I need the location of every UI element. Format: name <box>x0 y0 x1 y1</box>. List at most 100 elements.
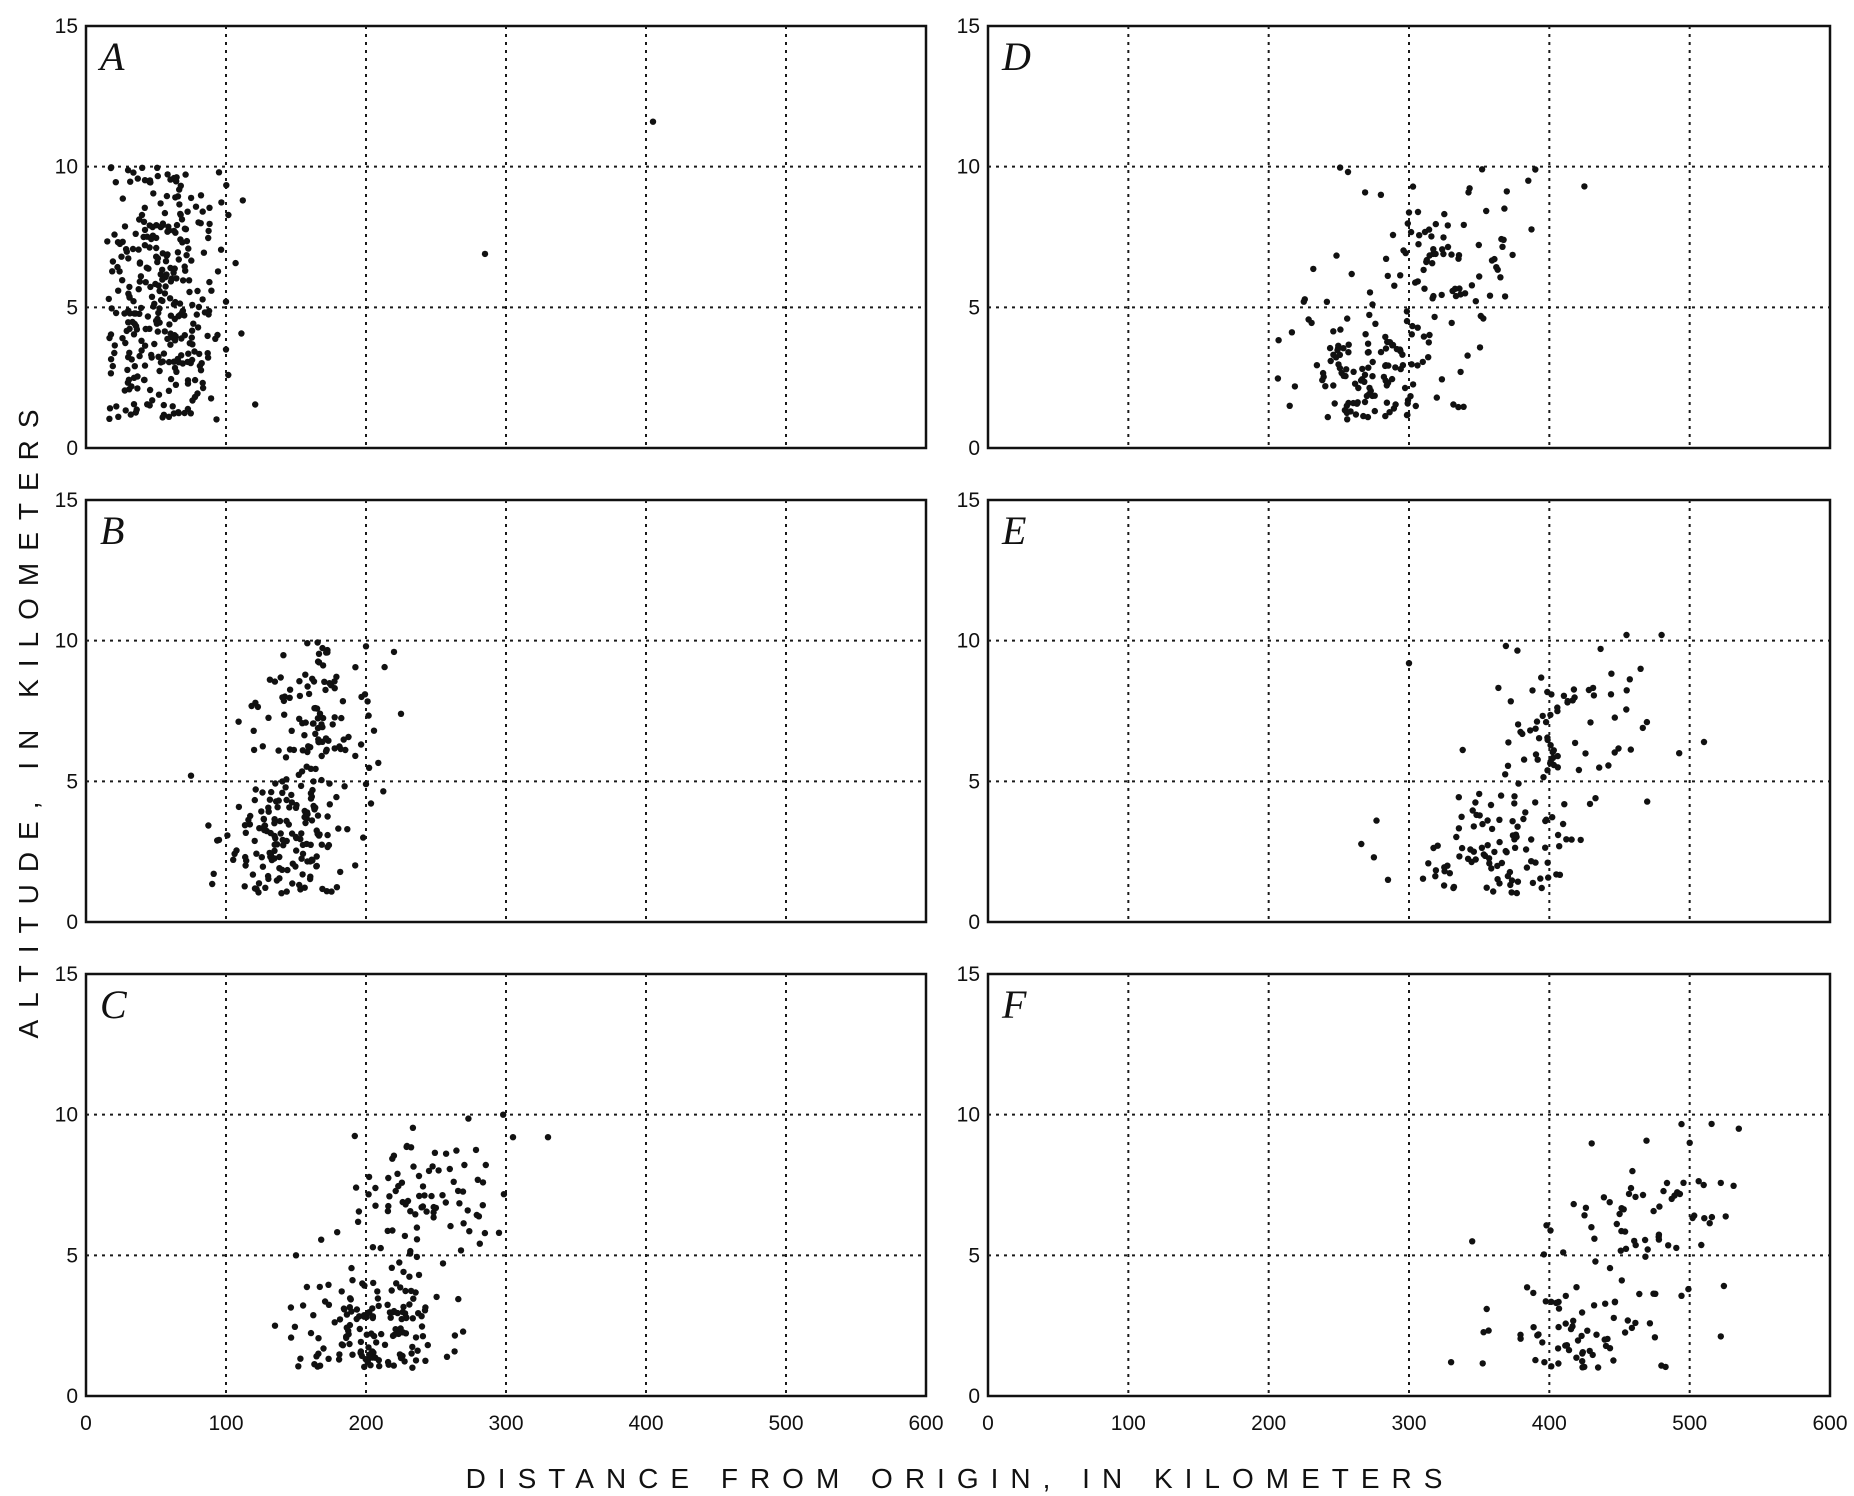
data-point <box>447 1222 454 1230</box>
data-point <box>277 674 284 681</box>
data-point <box>1438 376 1446 383</box>
data-point <box>1552 1299 1560 1307</box>
data-point <box>1511 793 1518 800</box>
data-point <box>333 793 340 801</box>
data-point <box>1384 876 1392 883</box>
data-point <box>348 1308 355 1315</box>
data-point <box>1604 1335 1611 1343</box>
data-point <box>1476 344 1484 351</box>
data-point <box>366 1351 373 1358</box>
data-point <box>1392 401 1399 408</box>
data-point <box>1623 631 1630 639</box>
data-point <box>1458 844 1466 852</box>
data-point <box>319 885 326 893</box>
data-point <box>1514 878 1522 885</box>
data-point <box>1590 1302 1598 1309</box>
data-point <box>1611 749 1618 756</box>
data-point <box>1336 351 1344 359</box>
data-point <box>154 258 161 266</box>
data-point <box>1625 1190 1633 1198</box>
data-point <box>365 712 372 719</box>
data-point <box>313 853 320 860</box>
data-point <box>194 324 202 331</box>
data-point <box>1336 164 1344 171</box>
data-point <box>1554 764 1562 771</box>
data-point <box>409 1315 416 1322</box>
data-point <box>1650 1290 1657 1297</box>
data-point <box>1622 1245 1630 1253</box>
data-point <box>1408 361 1415 368</box>
data-point <box>299 850 307 857</box>
panel-c: 0 5 10 15 0 100 200 300 400 500 600 C <box>55 963 944 1435</box>
data-point <box>1365 364 1372 371</box>
data-point <box>151 340 158 348</box>
data-point <box>1600 1194 1608 1201</box>
data-point <box>479 1202 486 1209</box>
data-point <box>187 410 194 417</box>
data-point <box>271 1322 279 1329</box>
data-point <box>439 1192 446 1199</box>
data-point <box>1386 339 1394 346</box>
data-point <box>404 1197 412 1205</box>
data-point <box>1544 767 1551 774</box>
data-point <box>413 1253 421 1261</box>
data-point <box>1507 698 1515 705</box>
data-point <box>1567 1325 1575 1333</box>
data-point <box>199 208 206 215</box>
data-point <box>1404 411 1411 419</box>
data-point <box>1483 207 1490 215</box>
data-point <box>181 225 189 232</box>
data-point <box>278 890 285 897</box>
data-point <box>312 765 319 773</box>
data-point <box>1621 1329 1629 1336</box>
data-point <box>1504 872 1512 880</box>
data-point <box>1643 718 1651 726</box>
data-point <box>414 1347 421 1354</box>
data-point <box>188 334 195 341</box>
y-tick-label: 5 <box>968 770 980 793</box>
data-point <box>301 884 308 891</box>
data-point <box>149 223 156 231</box>
data-point <box>136 260 144 267</box>
data-point <box>1384 272 1392 280</box>
data-point <box>481 1229 489 1237</box>
data-point <box>384 1207 392 1215</box>
data-point <box>396 1351 404 1358</box>
y-tick-label: 10 <box>55 156 78 179</box>
data-point <box>1568 836 1575 843</box>
x-tick-label: 500 <box>768 1412 803 1435</box>
panel-d: 0 5 10 15 D <box>957 15 1832 460</box>
data-point <box>1444 243 1452 251</box>
data-point <box>1530 1324 1537 1331</box>
data-point <box>1377 348 1385 356</box>
data-point <box>301 732 308 739</box>
data-point <box>1615 745 1622 752</box>
data-point <box>392 1187 399 1195</box>
data-point <box>479 1179 487 1186</box>
data-point <box>365 1191 372 1198</box>
y-tick-label: 0 <box>968 437 980 460</box>
data-point <box>193 311 200 318</box>
data-point <box>370 1332 378 1340</box>
data-point <box>1530 1289 1537 1297</box>
data-point <box>157 359 165 366</box>
data-point <box>419 1183 427 1190</box>
data-point <box>407 1287 415 1295</box>
data-point <box>299 747 306 754</box>
data-point <box>318 1236 325 1243</box>
data-point <box>130 374 138 381</box>
data-point <box>1360 412 1367 420</box>
data-point <box>1369 358 1376 366</box>
data-point <box>1488 865 1495 872</box>
data-point <box>155 391 163 398</box>
data-point <box>1503 188 1511 195</box>
data-point <box>112 179 120 186</box>
data-point <box>1556 871 1564 878</box>
data-point <box>1388 375 1396 383</box>
data-point <box>424 1341 431 1349</box>
data-point <box>171 265 178 272</box>
data-point <box>1722 1213 1729 1220</box>
data-point <box>412 1334 420 1341</box>
data-point <box>275 747 282 754</box>
